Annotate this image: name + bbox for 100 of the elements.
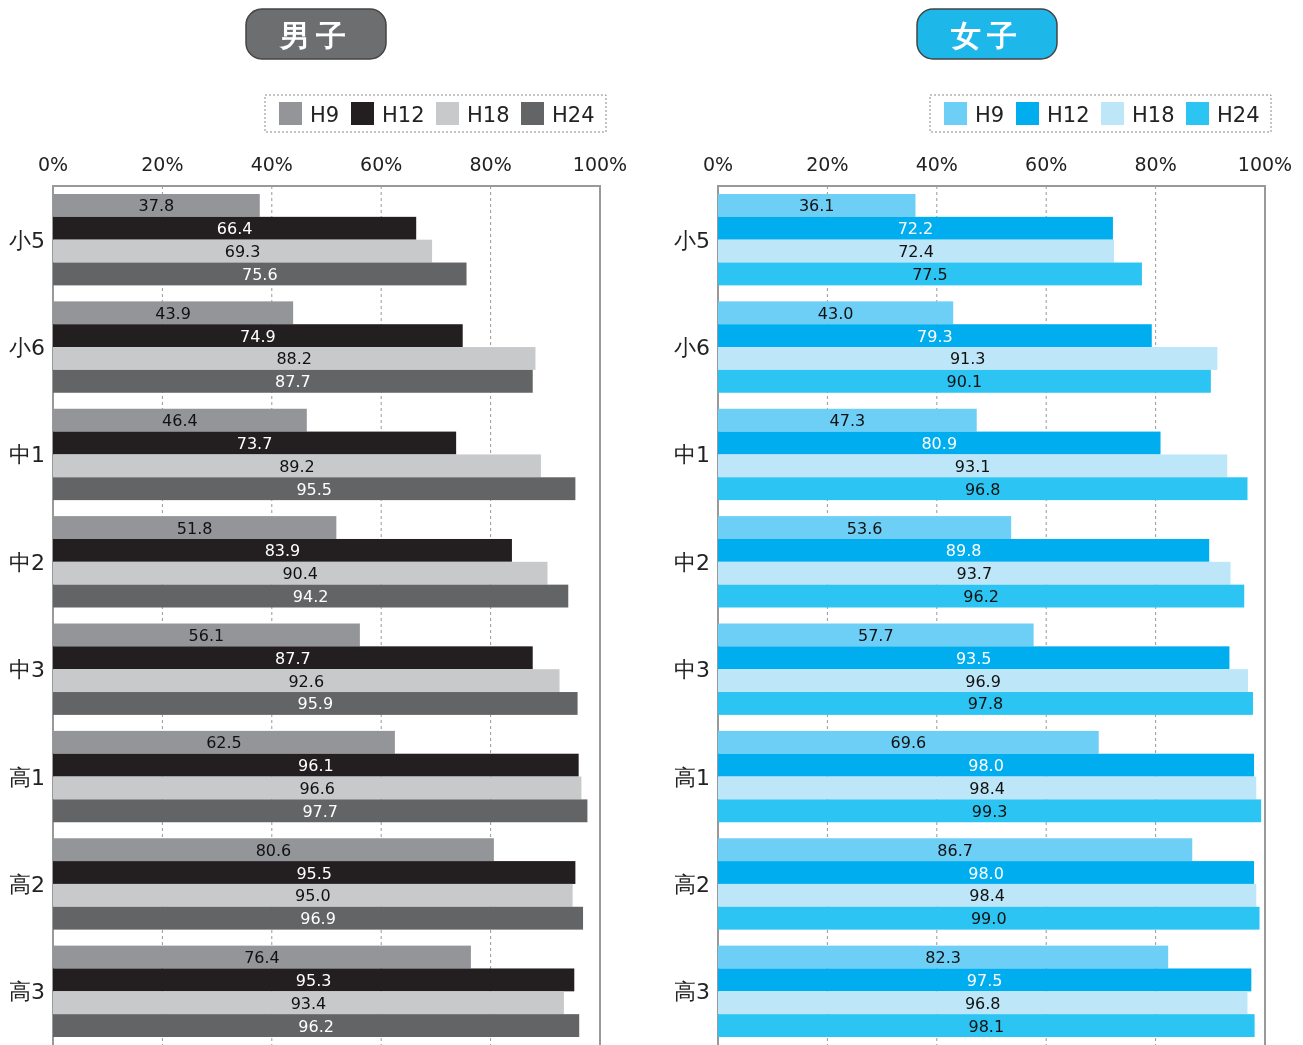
data-label: 95.5 [296,479,333,499]
data-label: 94.2 [292,587,329,607]
y-tick-label: 小6 [9,335,45,361]
x-tick-label: 80% [469,153,512,175]
data-label: 89.2 [279,456,315,476]
data-label: 98.1 [968,1016,1005,1036]
chart-title: 男子 [279,18,352,53]
y-tick-label: 高3 [674,979,710,1005]
data-label: 90.1 [946,372,983,392]
data-label: 87.7 [275,372,311,392]
data-label: 98.4 [969,886,1005,906]
x-tick-label: 80% [1134,153,1177,175]
data-label: 91.3 [949,349,986,369]
bar [53,646,533,670]
data-label: 88.2 [276,349,313,369]
data-label: 80.6 [255,840,292,860]
data-label: 98.4 [969,778,1005,798]
x-tick-label: 40% [915,153,958,175]
data-label: 93.4 [290,993,327,1013]
bar [53,477,576,501]
data-label: 77.5 [912,264,948,284]
data-label: 43.0 [817,303,854,323]
bar [53,431,457,455]
bar [718,561,1231,585]
bar [718,991,1248,1015]
x-tick-label: 100% [572,153,628,175]
bar [53,906,584,930]
bar [53,347,536,370]
data-label: 72.2 [897,219,934,239]
bar [53,324,463,348]
bar [53,692,578,715]
y-tick-label: 高2 [9,871,45,897]
bar [53,584,569,608]
x-tick-label: 20% [141,153,184,175]
bar [718,692,1253,715]
data-label: 76.4 [244,948,280,968]
data-label: 96.8 [964,993,1001,1013]
x-tick-label: 60% [1025,153,1068,175]
data-label: 87.7 [275,648,311,668]
data-label: 43.9 [155,303,191,323]
data-label: 96.1 [298,756,334,776]
data-label: 97.5 [966,970,1003,990]
data-label: 95.9 [297,694,334,714]
data-label: 97.8 [967,694,1004,714]
bar [718,347,1218,370]
data-label: 86.7 [937,840,973,860]
data-label: 47.3 [829,411,866,431]
data-label: 79.3 [917,326,953,346]
data-label: 96.9 [300,909,336,929]
x-tick-label: 100% [1237,153,1293,175]
bar [718,431,1161,455]
x-tick-label: 0% [37,153,69,175]
bar [718,262,1142,286]
bar [53,861,576,884]
bar [718,369,1211,393]
data-label: 99.0 [970,909,1007,929]
data-label: 73.7 [236,434,273,454]
bar [718,408,977,432]
bar [718,799,1262,823]
data-label: 37.8 [138,196,175,216]
bar [718,646,1230,670]
legend-label: H12 [382,103,425,127]
data-label: 57.7 [858,625,894,645]
chart-title: 女子 [950,18,1023,53]
data-label: 80.9 [921,434,958,454]
data-label: 96.2 [298,1016,334,1036]
bar [718,324,1152,348]
data-label: 99.3 [971,801,1008,821]
y-tick-label: 高2 [674,871,710,897]
data-label: 83.9 [264,541,301,561]
y-tick-label: 小6 [674,335,710,361]
data-label: 95.5 [296,863,333,883]
x-tick-label: 0% [702,153,734,175]
data-label: 62.5 [206,733,242,753]
bar [53,753,579,777]
data-label: 69.3 [224,242,261,262]
legend-label: H12 [1047,103,1090,127]
y-tick-label: 小5 [9,227,45,253]
data-label: 96.6 [299,778,336,798]
x-tick-label: 60% [360,153,403,175]
data-label: 96.2 [963,587,999,607]
y-tick-label: 中3 [674,657,710,683]
bar [718,669,1249,693]
bar [718,239,1115,263]
legend-label: H9 [310,103,340,127]
bar [53,561,548,585]
data-label: 97.7 [302,801,339,821]
bar [718,216,1113,240]
bar [718,516,1012,539]
bar [718,968,1252,992]
bar [718,906,1260,930]
bar [718,194,916,217]
bar [718,1014,1255,1037]
y-tick-label: 中2 [9,549,45,575]
bar [53,369,533,393]
data-label: 96.8 [964,479,1001,499]
data-label: 89.8 [945,541,982,561]
x-tick-label: 20% [806,153,849,175]
bar [718,454,1228,478]
y-tick-label: 小5 [674,227,710,253]
